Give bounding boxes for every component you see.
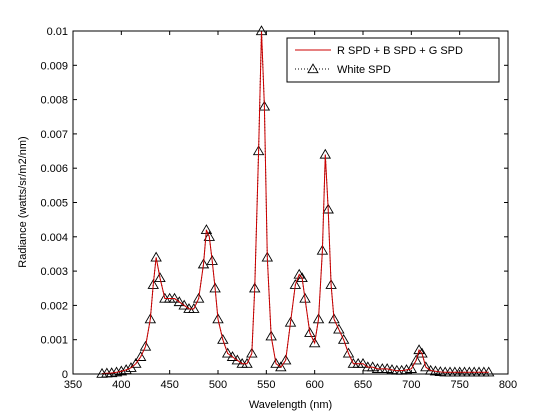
y-tick-label: 0.003 xyxy=(40,266,68,278)
x-tick-label: 350 xyxy=(64,379,82,391)
white-spd-point xyxy=(144,313,157,324)
white-spd-point xyxy=(333,323,345,334)
white-spd-point xyxy=(221,347,234,358)
legend-label: White SPD xyxy=(337,64,391,76)
white-spd-point xyxy=(270,357,282,368)
x-tick-label: 500 xyxy=(209,379,227,391)
white-spd-point xyxy=(357,357,369,368)
x-tick-label: 450 xyxy=(160,379,178,391)
white-spd-point xyxy=(299,292,311,303)
white-spd-point xyxy=(337,333,350,344)
x-axis-ticks: 350 400 450 500 550 600 650 700 750 800 xyxy=(64,31,517,391)
x-tick-label: 600 xyxy=(305,379,323,391)
white-spd-point xyxy=(134,351,147,361)
x-tick-label: 800 xyxy=(499,379,517,391)
white-spd-point xyxy=(168,292,181,303)
x-tick-label: 400 xyxy=(112,379,130,391)
x-tick-label: 550 xyxy=(257,379,275,391)
y-tick-label: 0.009 xyxy=(40,60,68,72)
white-spd-point xyxy=(231,354,244,365)
y-axis-label: Radiance (watts/sr/m2/nm) xyxy=(17,136,29,267)
white-spd-point xyxy=(241,357,253,368)
series-layer xyxy=(96,25,495,378)
white-spd-point xyxy=(275,361,287,372)
y-tick-label: 0.006 xyxy=(40,163,68,175)
white-spd-point xyxy=(246,347,258,358)
y-tick-label: 0.01 xyxy=(47,26,68,38)
white-spd-point xyxy=(482,366,495,377)
white-spd-point xyxy=(178,299,190,310)
legend-label: R SPD + B SPD + G SPD xyxy=(337,45,463,57)
white-spd-point xyxy=(226,351,239,361)
y-tick-label: 0.008 xyxy=(40,95,68,107)
x-tick-label: 750 xyxy=(450,379,468,391)
white-spd-point xyxy=(154,272,166,283)
y-tick-label: 0.007 xyxy=(40,129,68,141)
white-spd-point xyxy=(304,327,316,337)
white-spd-point xyxy=(416,347,428,358)
y-tick-label: 0.005 xyxy=(40,198,68,210)
x-axis-label: Wavelength (nm) xyxy=(249,399,332,411)
white-spd-point xyxy=(296,272,308,283)
white-spd-point xyxy=(312,313,325,324)
y-tick-label: 0.001 xyxy=(40,335,68,347)
white-spd-point xyxy=(192,292,205,303)
white-spd-point xyxy=(265,330,277,341)
y-tick-label: 0.004 xyxy=(40,232,68,244)
white-spd-point xyxy=(410,354,422,365)
white-spd-point xyxy=(139,340,152,351)
white-spd-point xyxy=(342,347,355,358)
legend: R SPD + B SPD + G SPD White SPD xyxy=(286,37,500,83)
legend-box xyxy=(286,37,500,83)
legend-marker xyxy=(307,63,319,74)
series-line-rgb-sum xyxy=(101,30,489,375)
white-spd-point xyxy=(366,361,379,372)
y-axis-ticks: 0 0.001 0.002 0.003 0.004 0.005 0.006 0.007 0.00… xyxy=(40,26,508,381)
white-spd-point xyxy=(197,258,210,269)
y-tick-label: 0.002 xyxy=(40,300,68,312)
white-spd-point xyxy=(212,313,224,324)
white-spd-point xyxy=(420,361,432,372)
x-tick-label: 650 xyxy=(354,379,372,391)
white-spd-point xyxy=(217,333,229,344)
plot-frame xyxy=(72,30,509,375)
y-tick-label: 0 xyxy=(62,369,68,381)
white-spd-point xyxy=(405,363,418,373)
white-spd-point xyxy=(188,303,200,313)
x-tick-label: 700 xyxy=(402,379,420,391)
white-spd-point xyxy=(130,357,142,368)
white-spd-point xyxy=(173,296,186,307)
white-spd-point xyxy=(279,354,292,365)
white-spd-point xyxy=(308,337,321,348)
white-spd-point xyxy=(328,313,340,324)
